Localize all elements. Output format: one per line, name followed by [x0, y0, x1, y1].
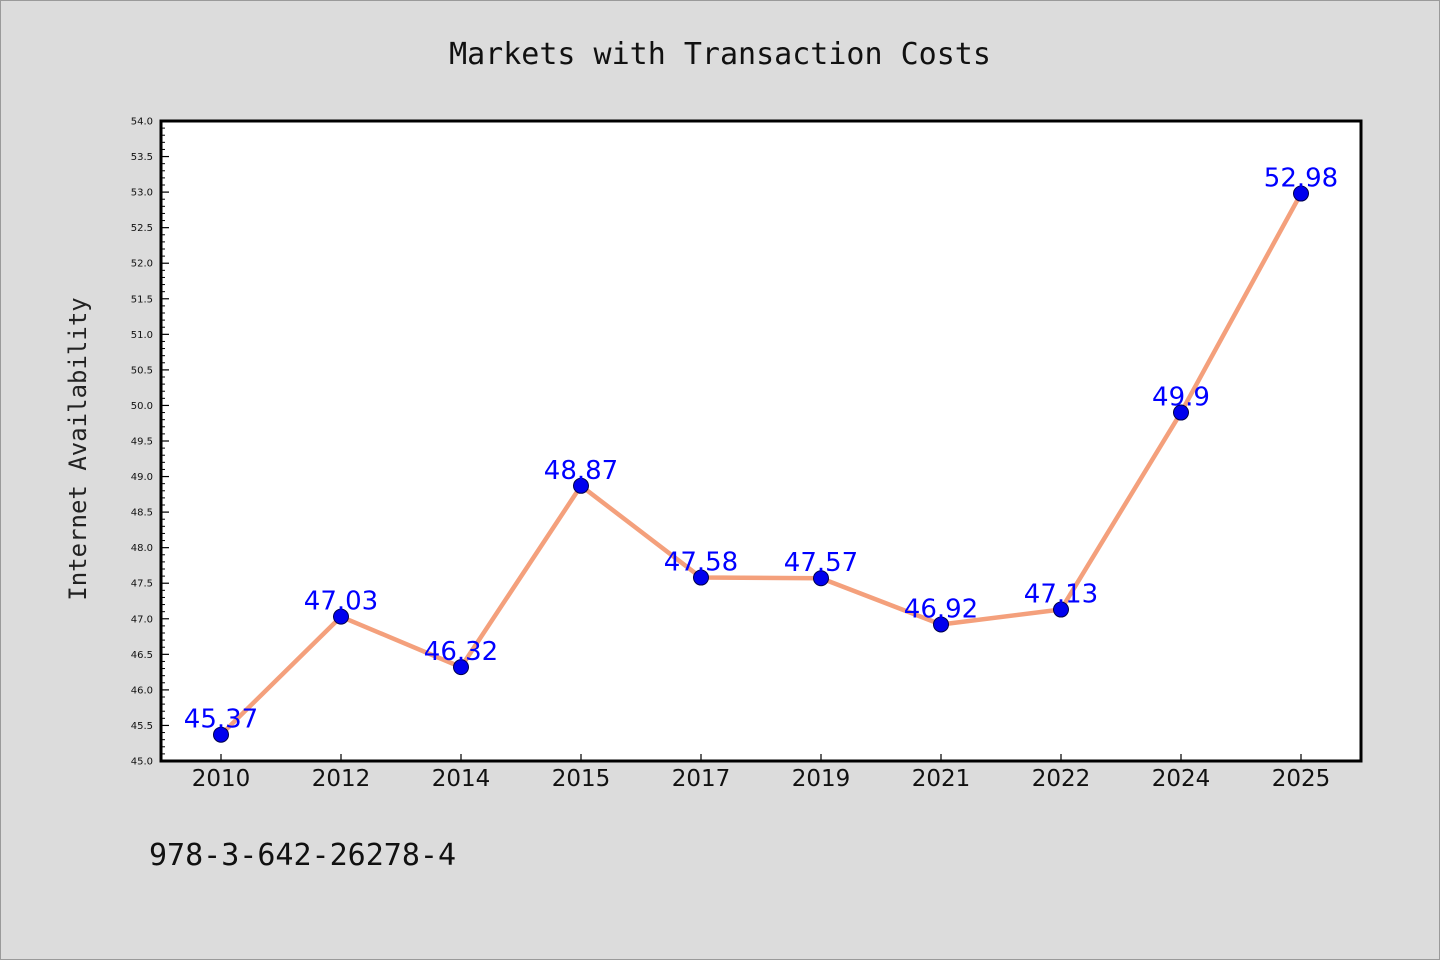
y-tick-label: 46.0 — [131, 685, 153, 696]
chart-title: Markets with Transaction Costs — [449, 37, 991, 72]
data-label: 48.87 — [544, 456, 618, 486]
x-tick-label: 2025 — [1272, 766, 1331, 792]
x-tick-label: 2019 — [792, 766, 851, 792]
x-tick-label: 2015 — [552, 766, 611, 792]
data-point — [573, 477, 589, 494]
y-tick-label: 46.5 — [131, 650, 153, 661]
y-tick-label: 48.0 — [131, 543, 153, 554]
data-label: 47.57 — [784, 548, 858, 578]
data-point — [933, 616, 949, 633]
y-tick-label: 51.5 — [131, 294, 153, 305]
y-tick-label: 47.5 — [131, 579, 153, 590]
series-layer — [213, 185, 1309, 743]
y-tick-label: 45.5 — [131, 721, 153, 732]
x-tick-label: 2022 — [1032, 766, 1091, 792]
y-tick-label: 52.0 — [131, 259, 153, 270]
data-label: 46.32 — [424, 637, 498, 667]
data-point — [333, 608, 349, 625]
y-tick-label: 47.0 — [131, 614, 153, 625]
data-point — [453, 659, 469, 676]
data-point — [213, 726, 229, 743]
data-label: 46.92 — [904, 594, 978, 624]
data-label: 47.03 — [304, 587, 378, 617]
y-tick-label: 54.0 — [131, 117, 153, 128]
data-label: 45.37 — [184, 705, 258, 735]
y-tick-label: 49.0 — [131, 472, 153, 483]
x-tick-label: 2024 — [1152, 766, 1211, 792]
x-tick-label: 2010 — [192, 766, 251, 792]
y-axis-label: Internet Availability — [64, 297, 92, 600]
y-tick-label: 50.0 — [131, 401, 153, 412]
series-line — [219, 192, 1303, 737]
x-tick-label: 2014 — [432, 766, 491, 792]
y-tick-label: 49.5 — [131, 437, 153, 448]
y-tick-label: 51.0 — [131, 330, 153, 341]
y-tick-label: 53.0 — [131, 188, 153, 199]
y-tick-label: 52.5 — [131, 223, 153, 234]
y-tick-label: 45.0 — [131, 757, 153, 768]
data-point — [813, 570, 829, 587]
data-label: 52.98 — [1264, 164, 1338, 194]
x-axis: 2010 2012 2014 2015 2017 2019 2021 2022 2024 2025 — [192, 754, 1331, 792]
data-label: 49.9 — [1152, 383, 1210, 413]
isbn-text: 978-3-642-26278-4 — [149, 838, 456, 873]
data-point — [1173, 404, 1189, 421]
x-tick-label: 2021 — [912, 766, 971, 792]
y-tick-label: 48.5 — [131, 508, 153, 519]
x-tick-label: 2012 — [312, 766, 371, 792]
plot-area — [161, 121, 1361, 761]
data-point — [1053, 601, 1069, 618]
plot-frame — [159, 119, 1363, 763]
x-tick-label: 2017 — [672, 766, 731, 792]
data-label-layer: 45.37 47.03 46.32 48.87 47.58 47.57 46.92 47.13… — [184, 164, 1338, 735]
data-label: 47.58 — [664, 548, 738, 578]
data-label: 47.13 — [1024, 580, 1098, 610]
data-point — [693, 569, 709, 586]
y-tick-label: 53.5 — [131, 152, 153, 163]
y-tick-label: 50.5 — [131, 365, 153, 376]
data-point — [1293, 185, 1309, 202]
